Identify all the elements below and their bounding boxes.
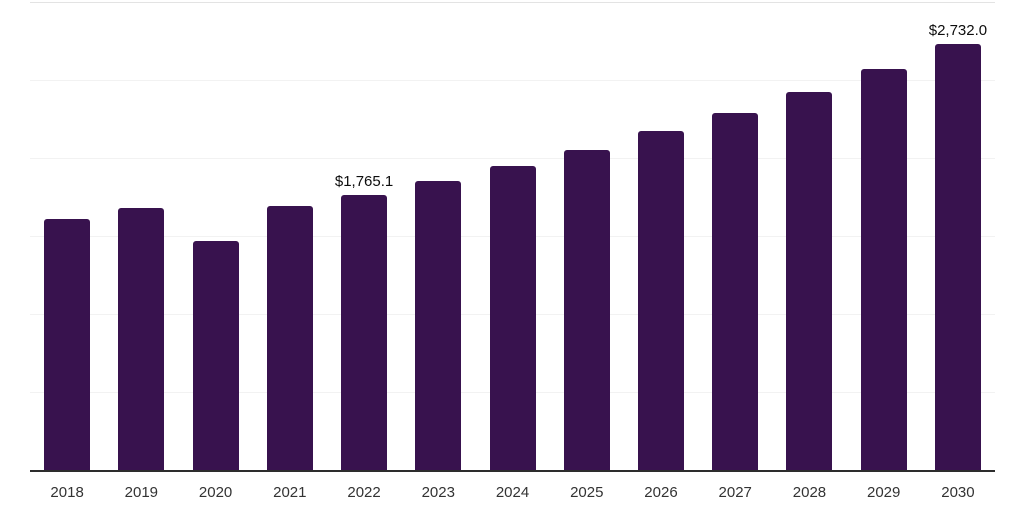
- plot-area: $1,765.1 $2,732.0: [30, 2, 995, 470]
- bar: [786, 92, 833, 470]
- x-axis-labels: 2018 2019 2020 2021 2022 2023 2024 2025 2026 2027…: [30, 484, 995, 502]
- x-tick-label: 2018: [50, 484, 84, 501]
- bar-band: [401, 181, 475, 470]
- x-tick-label: 2026: [644, 484, 678, 501]
- x-tick-label: 2024: [495, 484, 530, 501]
- x-tick-label: 2030: [941, 484, 975, 501]
- bar: [563, 150, 610, 470]
- x-tick-label: 2029: [867, 484, 901, 501]
- bar: [415, 181, 462, 470]
- bar: [489, 166, 536, 470]
- bar-band: [104, 208, 178, 470]
- x-tick-label: 2020: [198, 484, 233, 501]
- bar-band: [847, 69, 921, 470]
- bar: [860, 69, 907, 470]
- bar: [118, 208, 165, 470]
- bar-band: [30, 219, 104, 470]
- bar-band: [550, 150, 624, 470]
- bar-value-label: $2,732.0: [928, 22, 988, 39]
- bar-band: [178, 241, 252, 470]
- gridline: [30, 158, 995, 159]
- bar: [637, 131, 684, 470]
- bar: [341, 195, 388, 470]
- bar-band: [772, 92, 846, 470]
- x-tick-label: 2023: [421, 484, 455, 501]
- x-tick-label: 2021: [273, 484, 307, 501]
- x-tick-label: 2019: [124, 484, 159, 501]
- bar: [266, 206, 313, 470]
- bar-band: [475, 166, 549, 470]
- bar-band: [253, 206, 327, 470]
- x-axis-line: [30, 470, 995, 472]
- bar: [44, 219, 91, 470]
- gridline: [30, 80, 995, 81]
- bar: [934, 44, 981, 470]
- x-tick-label: 2028: [792, 484, 827, 501]
- gridline: [30, 2, 995, 3]
- bar-band: $1,765.1: [327, 173, 401, 470]
- bar-band: [624, 131, 698, 470]
- bar-band: $2,732.0: [921, 22, 995, 470]
- x-tick-label: 2027: [718, 484, 752, 501]
- x-tick-label: 2022: [347, 484, 381, 501]
- bars-layer: $1,765.1 $2,732.0: [30, 2, 995, 470]
- bar: [192, 241, 239, 470]
- x-tick-label: 2025: [570, 484, 604, 501]
- bar: [712, 113, 759, 470]
- bar-value-label: $1,765.1: [334, 173, 394, 190]
- bar-band: [698, 113, 772, 470]
